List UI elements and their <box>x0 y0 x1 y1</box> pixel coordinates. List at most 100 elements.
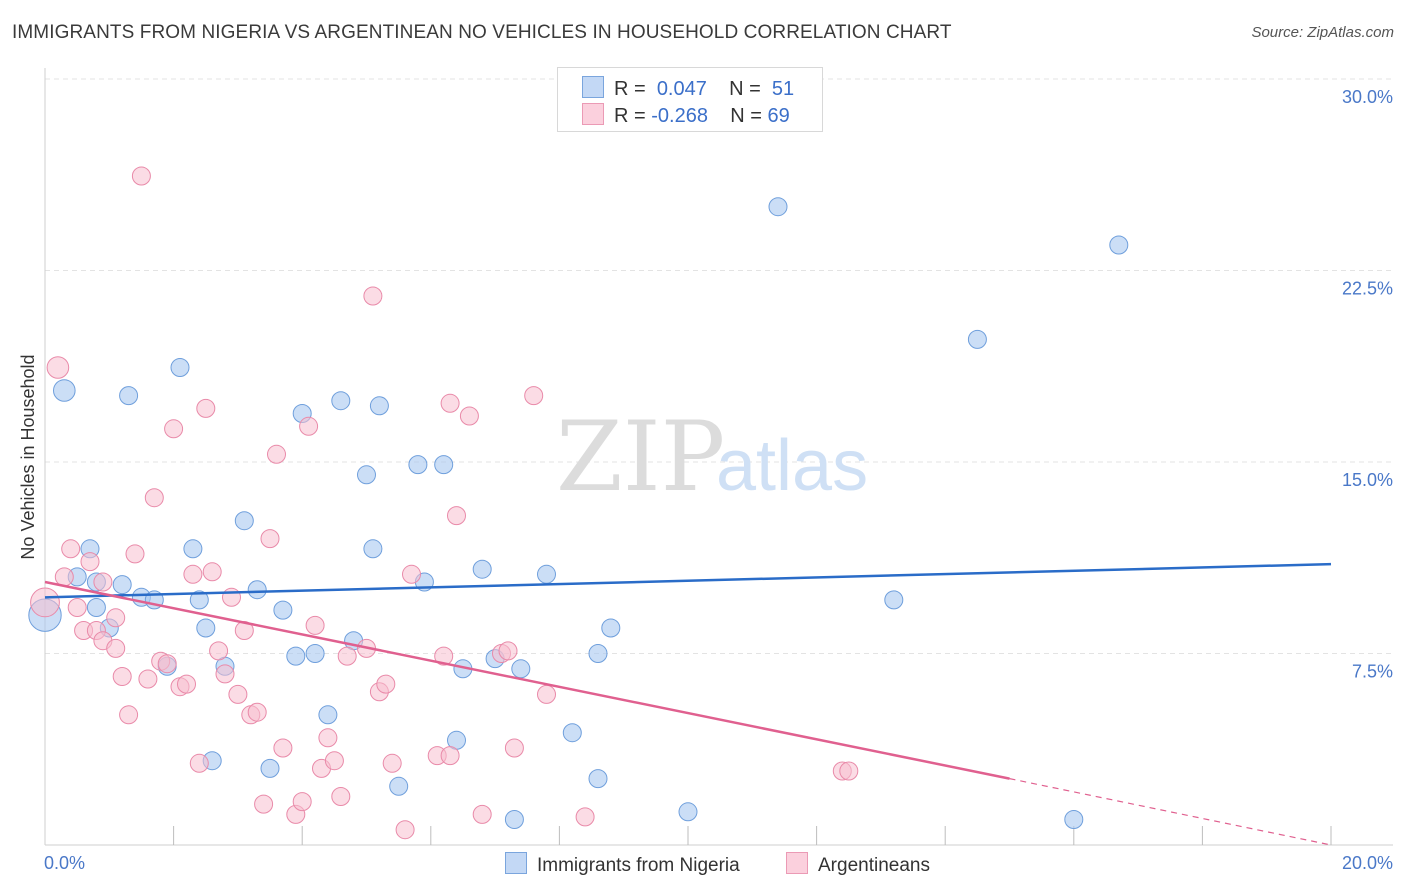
point-nigeria <box>189 590 209 610</box>
point-argentineans <box>157 654 177 674</box>
point-nigeria <box>86 598 106 617</box>
point-nigeria <box>1064 810 1084 829</box>
point-argentineans <box>402 564 421 584</box>
legend-n-value: 69 <box>767 105 790 127</box>
bottom-legend-label-nigeria: Immigrants from Nigeria <box>537 855 740 876</box>
point-argentineans <box>164 419 184 439</box>
point-argentineans <box>247 702 267 722</box>
chart-title: IMMIGRANTS FROM NIGERIA VS ARGENTINEAN N… <box>12 22 952 43</box>
legend-n-value: 51 <box>771 78 795 100</box>
point-argentineans <box>299 416 319 436</box>
trend-line-argentineans-extrapolated <box>1009 778 1332 846</box>
point-nigeria <box>434 455 454 475</box>
point-argentineans <box>106 638 126 658</box>
point-nigeria <box>537 564 556 584</box>
point-argentineans <box>273 738 293 758</box>
point-argentineans <box>106 608 126 628</box>
point-argentineans <box>183 564 203 584</box>
point-argentineans <box>138 669 158 689</box>
bottom-legend-nigeria: Immigrants from Nigeria <box>505 852 740 878</box>
legend-r-value: 0.047 <box>656 78 707 100</box>
bottom-legend-swatch-argentineans <box>786 852 808 874</box>
source-credit: Source: ZipAtlas.com <box>1251 24 1394 41</box>
point-argentineans <box>447 506 466 526</box>
point-nigeria <box>53 379 76 402</box>
legend-row-argentineans: R = -0.268 N = 69 <box>582 103 790 129</box>
point-argentineans <box>363 286 383 306</box>
point-argentineans <box>331 787 351 806</box>
point-argentineans <box>337 646 357 666</box>
point-argentineans <box>434 646 454 666</box>
point-argentineans <box>222 587 241 607</box>
point-argentineans <box>209 641 229 661</box>
point-nigeria <box>588 644 608 663</box>
point-nigeria <box>1109 235 1129 255</box>
point-argentineans <box>80 552 100 572</box>
point-nigeria <box>273 600 293 620</box>
point-argentineans <box>196 398 216 418</box>
bottom-legend-swatch-nigeria <box>505 852 527 874</box>
point-argentineans <box>228 684 248 704</box>
point-nigeria <box>389 776 409 796</box>
legend-r-value: -0.268 <box>651 105 708 127</box>
y-axis-label: No Vehicles in Household <box>18 354 38 559</box>
point-argentineans <box>459 406 479 426</box>
point-nigeria <box>472 559 492 579</box>
point-argentineans <box>324 751 344 771</box>
point-argentineans <box>260 529 280 549</box>
point-argentineans <box>498 641 518 661</box>
point-argentineans <box>46 356 70 379</box>
point-argentineans <box>504 738 524 758</box>
point-argentineans <box>839 761 859 781</box>
legend-swatch-nigeria <box>582 76 604 98</box>
point-nigeria <box>369 396 389 416</box>
point-nigeria <box>305 644 325 663</box>
point-argentineans <box>119 705 139 725</box>
point-nigeria <box>967 329 987 349</box>
point-nigeria <box>183 539 203 559</box>
point-nigeria <box>601 618 621 638</box>
trend-line-argentineans <box>44 580 1010 780</box>
legend-n-label: N = <box>730 105 762 127</box>
x-tick-label: 0.0% <box>44 853 85 873</box>
y-tick-label: 22.5% <box>1342 279 1393 299</box>
point-nigeria <box>286 646 306 666</box>
point-nigeria <box>408 455 428 475</box>
point-nigeria <box>678 802 698 822</box>
watermark-atlas: atlas <box>716 426 868 506</box>
point-nigeria <box>562 723 582 743</box>
point-argentineans <box>254 794 274 814</box>
point-argentineans <box>267 444 286 464</box>
point-nigeria <box>768 197 788 217</box>
trend-lines <box>44 562 1332 846</box>
tick-labels: 7.5% 15.0% 22.5% 30.0% 0.0% 20.0% <box>44 87 1393 873</box>
point-argentineans <box>125 544 145 564</box>
correlation-legend: R = 0.047 N = 51 R = -0.268 N = 69 <box>557 67 823 132</box>
x-tick-label: 20.0% <box>1342 853 1393 873</box>
point-nigeria <box>234 511 254 531</box>
point-argentineans <box>93 572 113 592</box>
point-nigeria <box>511 659 531 679</box>
point-nigeria <box>119 386 139 406</box>
bottom-legend-label-argentineans: Argentineans <box>818 855 930 876</box>
legend-r-label: R = <box>614 78 646 100</box>
point-nigeria <box>196 618 216 638</box>
point-argentineans <box>472 804 492 824</box>
legend-row-nigeria: R = 0.047 N = 51 <box>582 76 794 102</box>
y-tick-label: 15.0% <box>1342 470 1393 490</box>
point-argentineans <box>575 807 595 827</box>
point-argentineans <box>305 615 325 635</box>
point-argentineans <box>177 674 196 694</box>
point-nigeria <box>504 810 524 829</box>
watermark: ZIP atlas <box>556 401 868 513</box>
point-nigeria <box>112 575 132 595</box>
point-argentineans <box>144 488 164 508</box>
point-nigeria <box>331 391 351 411</box>
point-argentineans <box>440 746 460 766</box>
point-argentineans <box>440 393 460 413</box>
point-nigeria <box>357 465 376 485</box>
point-argentineans <box>537 684 556 704</box>
point-argentineans <box>524 386 544 406</box>
point-argentineans <box>376 674 396 694</box>
